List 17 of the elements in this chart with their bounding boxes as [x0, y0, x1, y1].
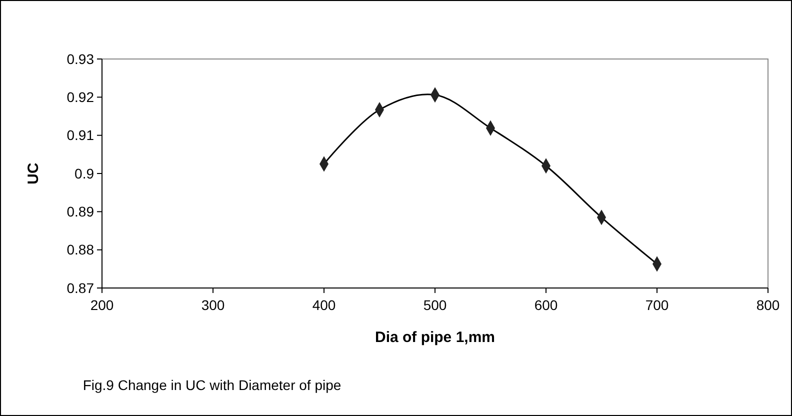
y-tick-label: 0.93 [66, 50, 94, 67]
y-tick-label: 0.92 [66, 89, 94, 106]
x-tick-label: 200 [90, 297, 114, 313]
x-tick-label: 300 [201, 297, 225, 313]
x-tick-label: 400 [312, 297, 336, 313]
x-tick-label: 700 [645, 297, 669, 313]
y-axis-title: UC [25, 162, 42, 184]
y-tick-label: 0.9 [74, 165, 94, 182]
y-tick-label: 0.91 [66, 127, 94, 144]
x-tick-label: 600 [534, 297, 558, 313]
y-tick-label: 0.88 [66, 242, 94, 258]
y-tick-label: 0.89 [66, 204, 94, 220]
x-tick-label: 500 [423, 297, 447, 313]
x-tick-label: 800 [756, 297, 780, 313]
x-axis-title: Dia of pipe 1,mm [374, 329, 496, 346]
caption: Fig.9 Change in UC with Diameter of pipe [82, 377, 342, 393]
y-tick-label: 0.87 [66, 280, 94, 296]
